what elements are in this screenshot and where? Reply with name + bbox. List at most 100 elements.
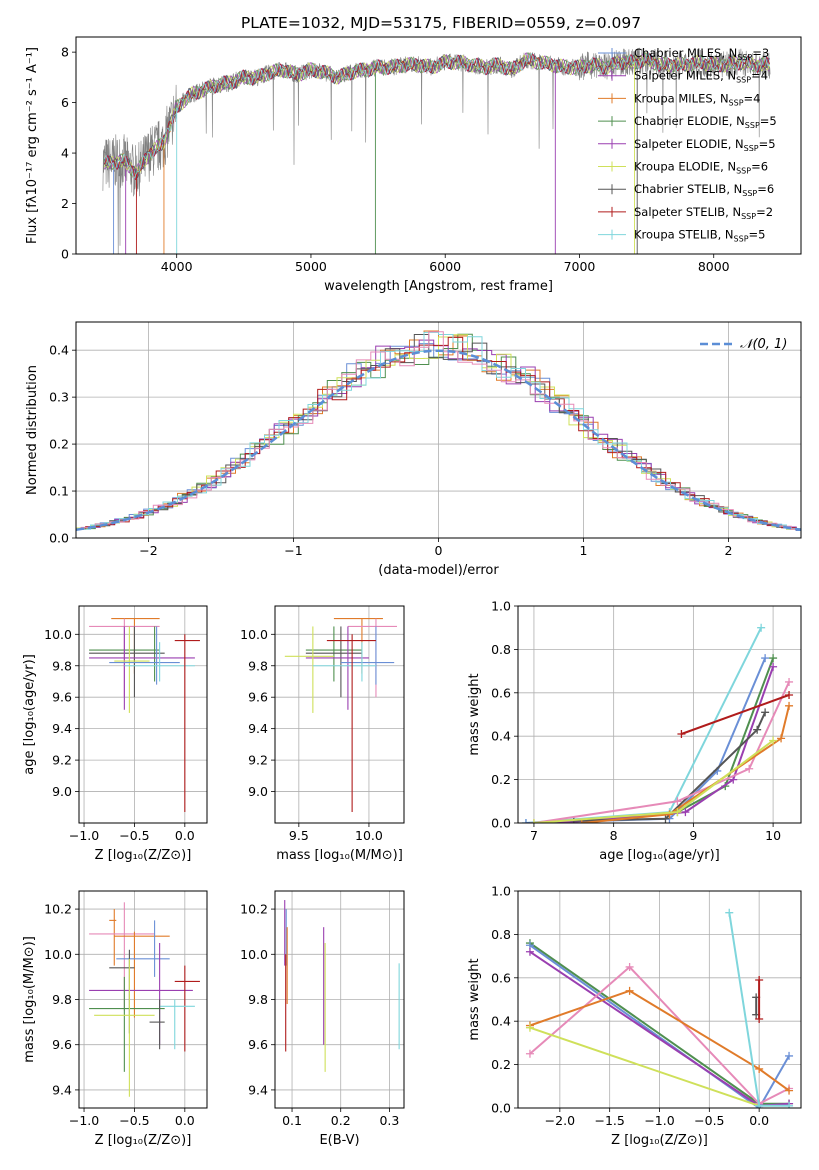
legend-entry: 𝒩(0, 1): [740, 337, 787, 352]
tick-label-y: 0.4: [491, 1014, 511, 1029]
weight-point: [521, 819, 530, 823]
tick-label-y: 0.2: [49, 437, 69, 452]
axes-frame: [78, 890, 208, 1109]
tick-label-x: −2: [139, 543, 157, 558]
tick-label-x: 10.0: [355, 828, 383, 843]
legend-entry: Salpeter STELIB, NSSP=2: [634, 205, 773, 221]
x-axis-label: Z [log₁₀(Z/Z⊙)]: [611, 1133, 708, 1148]
weight-line: [557, 666, 775, 823]
model-line: [103, 53, 770, 181]
tick-label-y: 0.0: [49, 531, 69, 546]
weight-point: [761, 708, 770, 717]
tick-label-y: 0.4: [49, 343, 69, 358]
weight-line: [557, 657, 775, 823]
y-axis-label: Normed distribution: [25, 365, 40, 495]
weight-point: [673, 797, 682, 806]
tick-label-y: 0.6: [491, 685, 511, 700]
tick-label-x: 9: [689, 828, 697, 843]
weight-line: [529, 1026, 760, 1107]
y-axis-label: mass [log₁₀(M/M⊙)]: [22, 936, 37, 1063]
x-axis-label: wavelength [Angstrom, rest frame]: [324, 279, 553, 294]
tick-label-x: 5000: [295, 259, 327, 274]
tick-label-x: −2.0: [545, 1113, 575, 1128]
tick-label-x: 0.0: [175, 1113, 195, 1128]
plot-area-spectrum: [102, 47, 771, 254]
normal-reference-curve: [76, 349, 801, 532]
axes-frame: [78, 605, 208, 824]
tick-label-y: 0.8: [491, 642, 511, 657]
y-axis-label: Flux [fλ10⁻¹⁷ erg cm⁻² s⁻¹ A⁻¹]: [25, 47, 40, 244]
axes-frame: [517, 890, 802, 1109]
tick-label-x: −1.0: [644, 1113, 674, 1128]
tick-label-y: 9.6: [52, 1037, 72, 1052]
tick-label-y: 9.8: [52, 992, 72, 1007]
legend-entry: Chabrier ELODIE, NSSP=5: [634, 114, 777, 130]
tick-label-x: 0.0: [175, 828, 195, 843]
histogram-step: [80, 333, 801, 530]
model-line: [103, 54, 770, 174]
tick-label-y: 10.0: [44, 627, 72, 642]
weight-point: [525, 1049, 534, 1058]
tick-label-y: 9.4: [52, 1082, 72, 1097]
weight-point: [757, 623, 766, 632]
legend-entry: Kroupa MILES, NSSP=4: [634, 91, 760, 107]
weight-point: [785, 690, 794, 699]
tick-label-y: 9.4: [52, 721, 72, 736]
tick-label-x: −0.5: [694, 1113, 724, 1128]
tick-label-x: 8: [610, 828, 618, 843]
tick-label-y: 0.6: [491, 970, 511, 985]
axes-frame: [75, 321, 802, 539]
plot-area-residuals: [76, 330, 801, 532]
tick-label-y: 9.0: [248, 784, 268, 799]
x-axis-label: E(B-V): [319, 1133, 359, 1148]
x-axis-label: (data-model)/error: [378, 563, 499, 578]
tick-label-y: 10.0: [240, 627, 268, 642]
tick-label-y: 0.1: [49, 484, 69, 499]
weight-point: [785, 1051, 794, 1060]
panel-mass-vs-EBV: 0.1 0.2 0.3 9.4 9.6 9.8 10.0 10.2 E(B-V): [240, 890, 405, 1148]
tick-label-x: 4000: [161, 259, 193, 274]
tick-label-y: 10.0: [44, 947, 72, 962]
y-axis-label: age [log₁₀(age/yr)]: [22, 654, 37, 775]
tick-label-x: 0.0: [749, 1113, 769, 1128]
weight-line: [533, 681, 790, 823]
tick-label-x: 9.5: [289, 828, 309, 843]
weight-point: [525, 947, 534, 956]
weight-point: [755, 975, 764, 984]
weight-line: [573, 711, 767, 822]
panel-spectrum: 4000 5000 6000 7000 8000 0 2 4 6 8 wavelength [Ang…: [25, 36, 802, 294]
tick-label-x: 10: [765, 828, 781, 843]
axes-frame: [274, 890, 405, 1109]
weight-point: [745, 764, 754, 773]
x-axis-label: Z [log₁₀(Z/Z⊙)]: [95, 1133, 192, 1148]
tick-label-y: 0.2: [491, 1057, 511, 1072]
weight-line: [525, 627, 762, 823]
tick-label-x: 0: [435, 543, 443, 558]
legend-entry: Kroupa ELODIE, NSSP=6: [634, 160, 768, 176]
weight-point: [661, 814, 670, 823]
tick-label-x: 7: [530, 828, 538, 843]
weight-point: [755, 1101, 764, 1108]
plot-area-weight-vs-Z: [525, 908, 794, 1108]
legend-entry: Chabrier STELIB, NSSP=6: [634, 182, 774, 198]
tick-label-x: 0.1: [282, 1113, 302, 1128]
tick-label-y: 9.6: [248, 690, 268, 705]
weight-point: [755, 1015, 764, 1024]
tick-label-x: 6000: [429, 259, 461, 274]
tick-label-y: 9.4: [248, 1082, 268, 1097]
weight-point: [777, 734, 786, 743]
weight-point: [785, 701, 794, 710]
plot-area-mass-vs-Z: [89, 902, 200, 1097]
weight-point: [681, 808, 690, 817]
axes-frame: [517, 605, 802, 824]
weight-point: [753, 725, 762, 734]
weight-point: [785, 677, 794, 686]
panel-age-vs-Z: −1.0 −0.5 0.0 9.0 9.2 9.4 9.6 9.8 10.0 Z [log₁₀(Z…: [22, 605, 208, 863]
tick-label-y: 9.8: [248, 992, 268, 1007]
weight-point: [525, 1023, 534, 1032]
tick-label-x: −0.5: [119, 828, 149, 843]
histogram-step: [76, 331, 801, 531]
tick-label-x: −0.5: [119, 1113, 149, 1128]
panel-weight-vs-Z: −2.0 −1.5 −1.0 −0.5 0.0 0.0 0.2 0.4 0.6 0.8 1.0 Z […: [467, 884, 802, 1148]
tick-label-y: 1.0: [491, 599, 511, 614]
